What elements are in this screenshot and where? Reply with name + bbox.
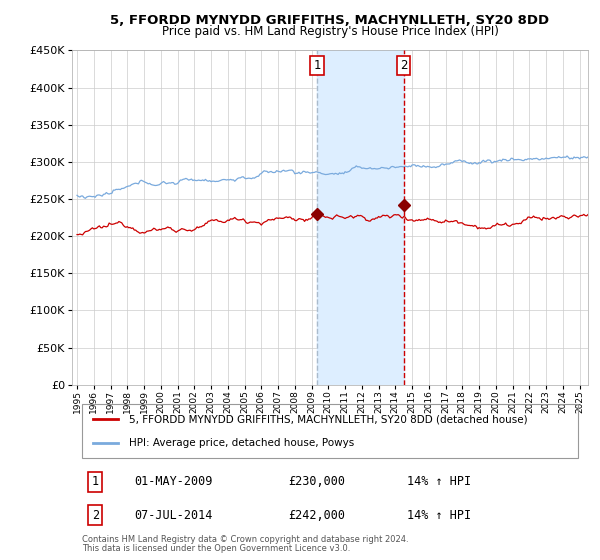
Text: 07-JUL-2014: 07-JUL-2014 <box>134 509 212 522</box>
Text: Contains HM Land Registry data © Crown copyright and database right 2024.: Contains HM Land Registry data © Crown c… <box>82 535 409 544</box>
Text: 5, FFORDD MYNYDD GRIFFITHS, MACHYNLLETH, SY20 8DD: 5, FFORDD MYNYDD GRIFFITHS, MACHYNLLETH,… <box>110 14 550 27</box>
Text: 1: 1 <box>92 475 99 488</box>
Text: 01-MAY-2009: 01-MAY-2009 <box>134 475 212 488</box>
Text: £242,000: £242,000 <box>289 509 346 522</box>
Bar <box>317 50 404 385</box>
Text: 14% ↑ HPI: 14% ↑ HPI <box>407 509 472 522</box>
Text: 14% ↑ HPI: 14% ↑ HPI <box>407 475 472 488</box>
Text: 2: 2 <box>92 509 99 522</box>
Text: 5, FFORDD MYNYDD GRIFFITHS, MACHYNLLETH, SY20 8DD (detached house): 5, FFORDD MYNYDD GRIFFITHS, MACHYNLLETH,… <box>129 414 527 424</box>
Text: This data is licensed under the Open Government Licence v3.0.: This data is licensed under the Open Gov… <box>82 544 350 553</box>
Text: Price paid vs. HM Land Registry's House Price Index (HPI): Price paid vs. HM Land Registry's House … <box>161 25 499 38</box>
Text: 2: 2 <box>400 59 407 72</box>
Text: 1: 1 <box>313 59 321 72</box>
Bar <box>82 404 578 458</box>
Text: £230,000: £230,000 <box>289 475 346 488</box>
Text: HPI: Average price, detached house, Powys: HPI: Average price, detached house, Powy… <box>129 438 354 448</box>
